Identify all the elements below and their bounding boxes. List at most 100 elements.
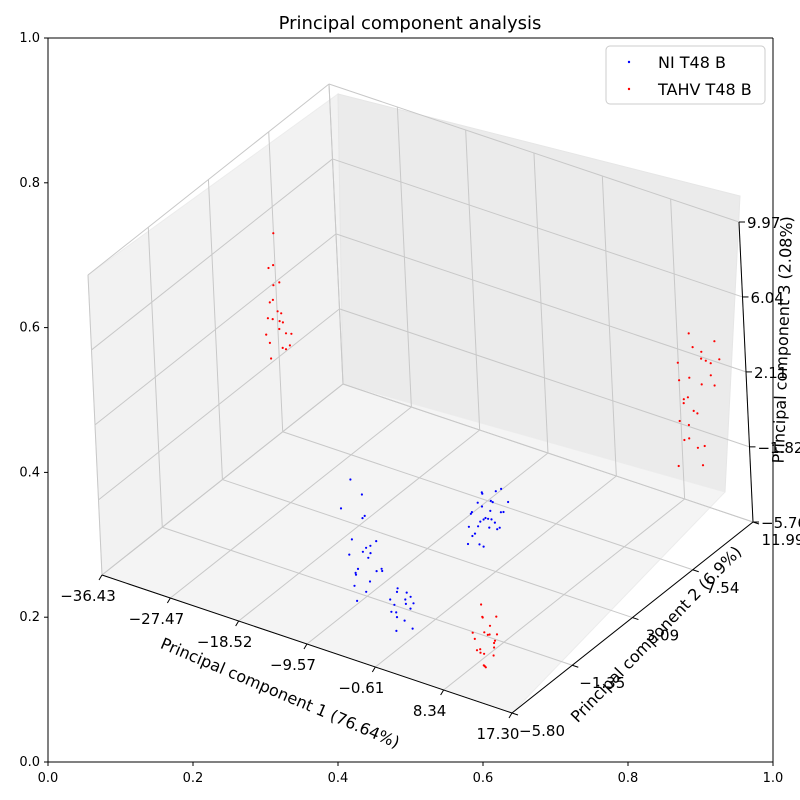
data-point-ni-t48-b [409,595,412,598]
data-point-ni-t48-b [369,552,372,555]
data-point-tahv-t48-b [700,383,703,386]
data-point-tahv-t48-b [488,624,492,627]
data-point-ni-t48-b [484,516,487,520]
x-tick [235,620,240,627]
outer-frame [47,37,774,763]
data-point-ni-t48-b [477,525,480,528]
y-tick-label: 7.54 [706,579,739,597]
data-point-ni-t48-b [500,487,503,490]
data-point-tahv-t48-b [495,633,499,636]
data-point-ni-t48-b [404,598,407,601]
data-point-tahv-t48-b [280,312,283,315]
z-tick-label: 6.04 [750,289,783,307]
data-point-ni-t48-b [365,590,368,593]
data-point-tahv-t48-b [704,359,707,362]
data-point-tahv-t48-b [284,332,288,335]
gridline-y-floor [162,526,573,666]
axes-panes [87,93,741,714]
data-point-ni-t48-b [375,540,378,543]
data-point-tahv-t48-b [284,348,288,351]
x-tick-label: −18.52 [197,633,253,651]
data-point-tahv-t48-b [688,437,691,440]
frame-x-tick-label: 1.0 [763,771,784,786]
data-point-ni-t48-b [390,610,393,613]
z-tick-label: −1.82 [757,439,800,457]
data-point-tahv-t48-b [493,641,496,645]
data-point-ni-t48-b [356,599,359,603]
data-point-tahv-t48-b [483,665,486,668]
data-point-ni-t48-b [489,509,492,512]
x-tick [303,643,308,650]
data-point-tahv-t48-b [266,317,269,320]
data-point-tahv-t48-b [271,318,274,321]
data-point-tahv-t48-b [701,464,705,467]
data-point-ni-t48-b [368,580,372,583]
data-point-ni-t48-b [375,570,378,573]
data-point-tahv-t48-b [718,358,721,361]
data-point-ni-t48-b [365,546,368,549]
data-points [265,232,721,669]
data-point-tahv-t48-b [682,402,685,405]
data-point-ni-t48-b [470,510,473,514]
data-point-tahv-t48-b [696,446,700,449]
data-point-ni-t48-b [480,505,484,508]
frame-x-tick-label: 0.4 [328,771,349,786]
data-point-tahv-t48-b [288,344,291,347]
data-point-ni-t48-b [339,507,343,510]
data-point-tahv-t48-b [688,376,691,379]
data-point-tahv-t48-b [700,357,703,360]
data-point-tahv-t48-b [677,464,680,468]
data-point-ni-t48-b [478,543,481,546]
data-point-tahv-t48-b [276,310,279,313]
x-tick [371,666,376,673]
data-point-tahv-t48-b [272,232,275,235]
data-point-tahv-t48-b [703,444,706,448]
data-point-ni-t48-b [393,603,396,606]
data-point-ni-t48-b [354,571,357,575]
data-point-tahv-t48-b [471,631,474,634]
data-point-ni-t48-b [496,528,499,531]
data-point-ni-t48-b [381,569,384,573]
gridline-z-left [94,233,337,426]
data-point-ni-t48-b [499,511,502,514]
data-point-tahv-t48-b [479,651,482,654]
data-point-ni-t48-b [476,501,479,504]
y-tick-label: −1.35 [579,674,625,692]
data-point-tahv-t48-b [268,301,271,304]
data-point-ni-t48-b [466,542,470,546]
data-point-tahv-t48-b [686,396,690,399]
data-point-ni-t48-b [482,518,485,521]
data-point-tahv-t48-b [267,266,270,270]
frame-y-tick-label: 0.6 [19,321,40,336]
data-point-ni-t48-b [507,500,510,504]
gridline-z-left [87,83,330,276]
data-point-ni-t48-b [467,525,470,528]
gridline-z-back [332,158,743,298]
gridline-z-left [91,158,333,351]
data-point-tahv-t48-b [272,284,275,287]
frame-ticks: 0.00.0 0.2 0.2 0.4 0.4 0.6 0.6 0.8 0.8 1.0 1.0 [19,31,783,786]
gridline-z-left [101,383,344,576]
data-point-tahv-t48-b [481,615,484,618]
data-point-ni-t48-b [395,616,399,619]
data-point-tahv-t48-b [473,637,476,641]
data-point-tahv-t48-b [488,633,491,636]
chart-title: Principal component analysis [279,13,542,34]
legend-marker-ni-t48-b [627,60,631,64]
data-point-ni-t48-b [361,517,364,520]
gridlines [87,83,754,714]
x-tick [98,574,103,581]
data-point-tahv-t48-b [691,346,694,349]
y-tick-label: −5.80 [519,722,565,740]
data-point-ni-t48-b [361,550,364,553]
data-point-tahv-t48-b [687,423,691,427]
data-point-ni-t48-b [481,492,484,495]
data-point-ni-t48-b [482,545,485,548]
gridline-z-left [98,308,340,501]
data-point-ni-t48-b [395,611,398,614]
x-tick-label: −27.47 [129,610,185,628]
legend-marker-tahv-t48-b [627,87,631,91]
x-tick-label: 17.30 [477,725,520,743]
gridline-z-back [342,383,754,523]
data-point-tahv-t48-b [278,320,281,323]
